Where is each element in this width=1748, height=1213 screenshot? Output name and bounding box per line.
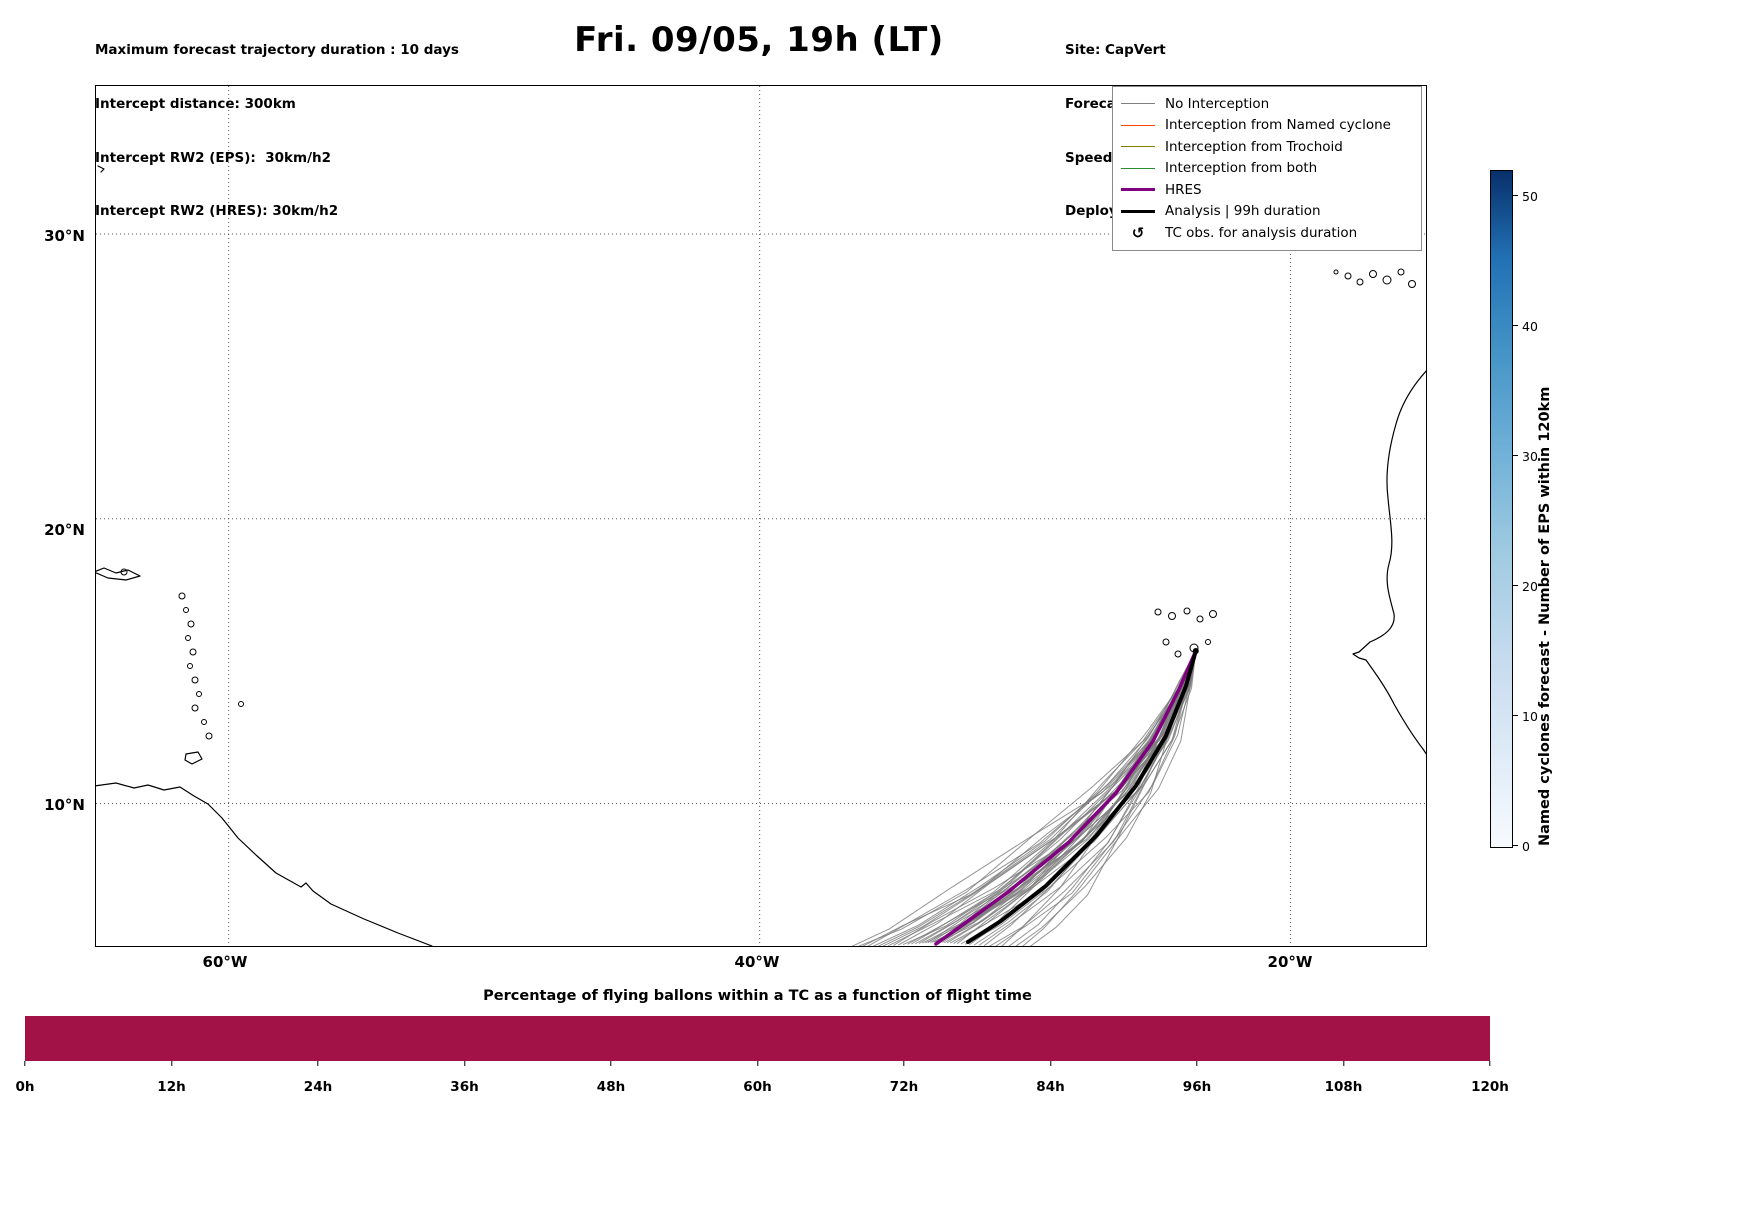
flight-time-tick xyxy=(1049,1061,1052,1066)
legend-label: HRES xyxy=(1165,181,1202,198)
legend-item-both: Interception from both xyxy=(1121,158,1413,180)
flight-time-tick xyxy=(1342,1061,1345,1066)
flight-time-tick xyxy=(756,1061,759,1066)
colorbar xyxy=(1490,170,1513,848)
flight-time-tick xyxy=(1196,1061,1198,1066)
bottom-axis-ticks xyxy=(24,1061,1491,1067)
ensemble-trajectories xyxy=(851,650,1197,946)
lat-tick-20n: 20°N xyxy=(44,521,85,539)
colorbar-tick-label: 10 xyxy=(1522,709,1538,724)
tc-percentage-bar xyxy=(25,1016,1490,1061)
info-max-duration: Maximum forecast trajectory duration : 1… xyxy=(95,41,459,58)
flight-time-tick xyxy=(463,1061,466,1066)
header-left-info: Maximum forecast trajectory duration : 1… xyxy=(95,6,459,257)
legend-label: No Interception xyxy=(1165,95,1270,112)
colorbar-tick-label: 20 xyxy=(1522,579,1538,594)
legend-label: Analysis | 99h duration xyxy=(1165,203,1321,220)
colorbar-tick xyxy=(1513,194,1518,196)
legend-label: TC obs. for analysis duration xyxy=(1165,224,1358,241)
page-title: Fri. 09/05, 19h (LT) xyxy=(574,20,944,60)
lon-tick-20w: 20°W xyxy=(1267,953,1313,971)
colorbar-tick-label: 50 xyxy=(1522,189,1538,204)
info-site: Site: CapVert xyxy=(1065,41,1166,58)
flight-time-tick-label: 108h xyxy=(1324,1079,1363,1095)
flight-time-tick-label: 0h xyxy=(15,1079,35,1095)
flight-time-tick-label: 36h xyxy=(450,1079,479,1095)
colorbar-tick-label: 40 xyxy=(1522,319,1538,334)
legend-item-no-interception: No Interception xyxy=(1121,93,1413,115)
flight-time-tick-label: 120h xyxy=(1471,1079,1509,1095)
colorbar-axis-label: Named cyclones forecast - Number of EPS … xyxy=(1537,386,1553,846)
legend-item-analysis: Analysis | 99h duration xyxy=(1121,201,1413,223)
legend-line-orangered xyxy=(1121,124,1155,126)
info-intercept-rw2-eps: Intercept RW2 (EPS): 30km/h2 xyxy=(95,149,331,166)
hres-and-analysis-tracks xyxy=(934,648,1199,946)
colorbar-tick xyxy=(1513,324,1518,326)
flight-time-tick-label: 12h xyxy=(157,1079,186,1095)
flight-time-tick-label: 84h xyxy=(1036,1079,1065,1095)
bottom-axis-labels: 0h 12h 24h 36h 48h 60h 72h 84h 96h 108h 120h xyxy=(15,1079,1508,1099)
lon-tick-60w: 60°W xyxy=(202,953,248,971)
colorbar-tick-label: 30 xyxy=(1522,449,1538,464)
legend-line-olive xyxy=(1121,146,1155,148)
flight-time-tick-label: 72h xyxy=(889,1079,919,1095)
flight-time-tick-label: 96h xyxy=(1182,1079,1212,1095)
legend-label: Interception from Trochoid xyxy=(1165,138,1343,155)
flight-time-tick-label: 60h xyxy=(743,1079,772,1095)
flight-time-tick-label: 24h xyxy=(303,1079,333,1095)
lon-tick-40w: 40°W xyxy=(734,953,780,971)
bottom-chart-title: Percentage of flying ballons within a TC… xyxy=(483,988,1032,1004)
colorbar-tick xyxy=(1513,714,1518,716)
legend-label: Interception from both xyxy=(1165,160,1318,177)
legend-item-tc-obs: ↺ TC obs. for analysis duration xyxy=(1121,222,1413,244)
flight-time-tick xyxy=(903,1061,905,1066)
flight-time-tick xyxy=(1489,1061,1491,1066)
colorbar-tick-label: 0 xyxy=(1522,839,1530,854)
lat-tick-30n: 30°N xyxy=(44,227,85,245)
legend-line-black xyxy=(1121,209,1155,213)
tc-obs-icon: ↺ xyxy=(1131,223,1145,242)
flight-time-tick-label: 48h xyxy=(596,1079,626,1095)
legend-line-green xyxy=(1121,167,1155,169)
lat-tick-10n: 10°N xyxy=(44,796,85,814)
legend-label: Interception from Named cyclone xyxy=(1165,117,1391,134)
legend-line-purple xyxy=(1121,188,1155,192)
coastlines xyxy=(96,165,1426,946)
map-legend: No Interception Interception from Named … xyxy=(1112,86,1422,251)
flight-time-tick xyxy=(24,1061,26,1066)
flight-time-tick xyxy=(317,1061,319,1066)
info-intercept-rw2-hres: Intercept RW2 (HRES): 30km/h2 xyxy=(95,203,339,220)
info-intercept-distance: Intercept distance: 300km xyxy=(95,95,296,112)
flight-time-tick xyxy=(610,1061,612,1066)
colorbar-tick xyxy=(1513,454,1518,456)
legend-item-named-cyclone: Interception from Named cyclone xyxy=(1121,115,1413,137)
colorbar-tick xyxy=(1513,584,1518,586)
legend-item-trochoid: Interception from Trochoid xyxy=(1121,136,1413,158)
islands xyxy=(120,268,1416,740)
flight-time-tick xyxy=(170,1061,173,1066)
legend-item-hres: HRES xyxy=(1121,179,1413,201)
colorbar-tick xyxy=(1513,844,1518,846)
colorbar-ticks: 0 10 20 30 40 50 xyxy=(1513,170,1559,854)
legend-line-gray xyxy=(1121,103,1155,105)
